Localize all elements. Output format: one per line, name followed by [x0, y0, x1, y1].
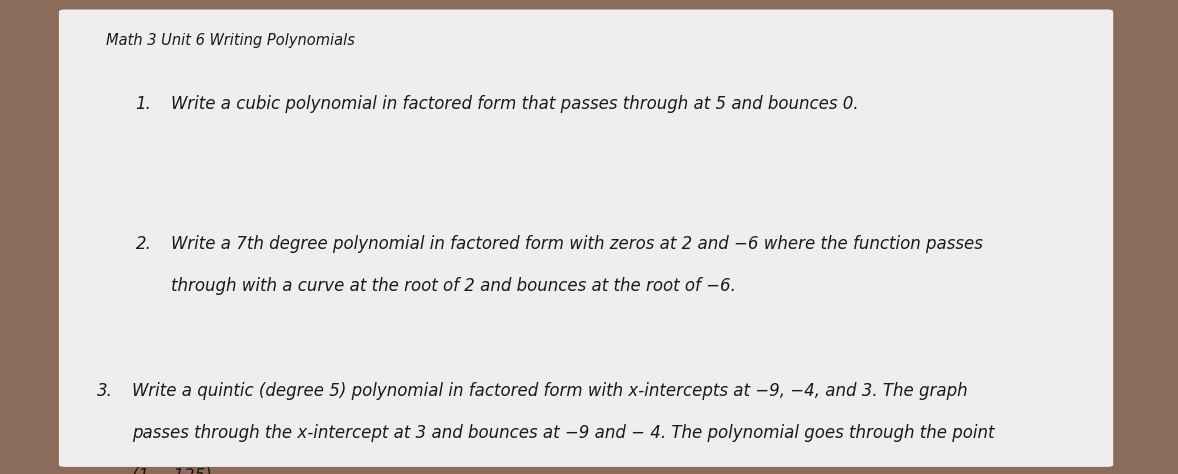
Text: Math 3 Unit 6 Writing Polynomials: Math 3 Unit 6 Writing Polynomials: [106, 33, 355, 48]
Text: Write a cubic polynomial in factored form that passes through at 5 and bounces 0: Write a cubic polynomial in factored for…: [171, 95, 859, 113]
Text: 3.: 3.: [97, 382, 112, 400]
Text: Write a 7th degree polynomial in factored form with zeros at 2 and −6 where the : Write a 7th degree polynomial in factore…: [171, 235, 982, 253]
Text: passes through the x-intercept at 3 and bounces at −9 and − 4. The polynomial go: passes through the x-intercept at 3 and …: [132, 424, 994, 442]
FancyBboxPatch shape: [59, 9, 1113, 467]
Text: Write a quintic (degree 5) polynomial in factored form with x-intercepts at −9, : Write a quintic (degree 5) polynomial in…: [132, 382, 967, 400]
Text: through with a curve at the root of 2 and bounces at the root of −6.: through with a curve at the root of 2 an…: [171, 277, 736, 295]
Text: 2.: 2.: [135, 235, 151, 253]
Text: (1, −125).: (1, −125).: [132, 467, 217, 474]
Text: 1.: 1.: [135, 95, 151, 113]
